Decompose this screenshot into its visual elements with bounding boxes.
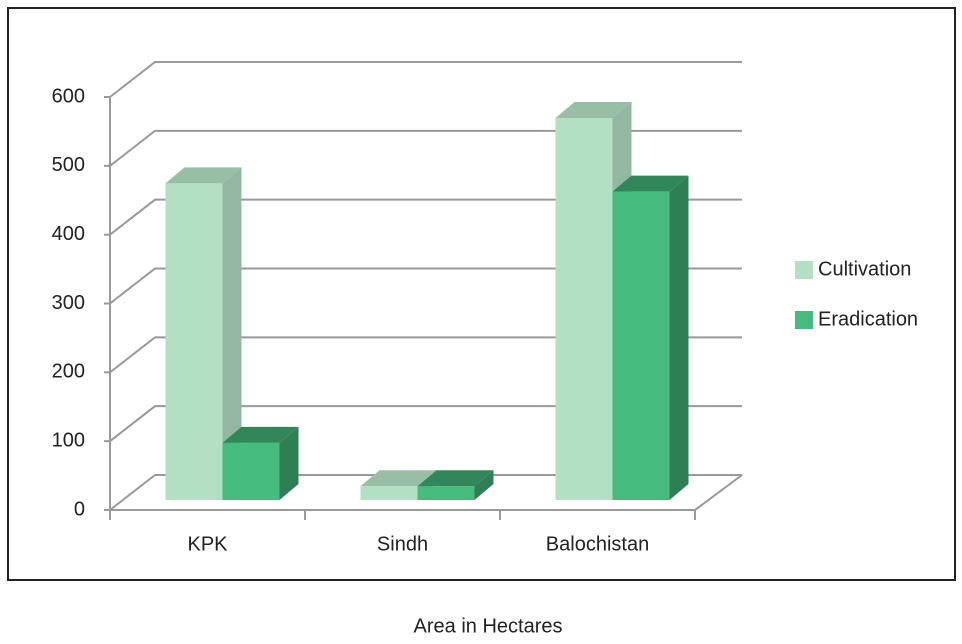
grid-line — [109, 474, 742, 511]
legend-swatch — [795, 311, 813, 329]
grid-line — [109, 336, 742, 374]
bar — [165, 167, 242, 500]
chart-frame — [7, 7, 956, 581]
bar-front — [360, 486, 418, 500]
bar-side — [669, 175, 689, 501]
bar-front — [165, 183, 223, 500]
bar-side — [279, 426, 299, 500]
bar-side — [474, 470, 494, 500]
x-tick-label: KPK — [187, 533, 228, 555]
y-tick-label: 200 — [52, 361, 85, 383]
grid-line — [109, 61, 742, 98]
bar — [417, 470, 494, 500]
bar-front — [222, 442, 280, 500]
y-tick-label: 100 — [52, 429, 85, 451]
bar-top — [417, 470, 494, 487]
x-tick-label: Balochistan — [546, 533, 649, 555]
grid-line — [109, 267, 742, 305]
x-tick-label: Sindh — [377, 533, 428, 555]
y-tick-label: 0 — [74, 498, 85, 520]
bar-top — [555, 101, 632, 118]
bar-top — [360, 470, 437, 487]
bar — [612, 175, 689, 501]
legend-label: Eradication — [818, 308, 918, 330]
bar-front — [417, 486, 475, 500]
bar-front — [612, 191, 670, 501]
grid-line — [109, 405, 742, 442]
bar-front — [555, 117, 613, 500]
legend-swatch — [795, 261, 813, 279]
grid-line — [109, 198, 742, 236]
bar-top — [222, 426, 299, 443]
y-tick-label: 500 — [52, 154, 85, 176]
chart-title: Area in Hectares — [414, 615, 563, 637]
y-tick-label: 600 — [52, 85, 85, 107]
legend-label: Cultivation — [818, 258, 911, 280]
y-tick-label: 400 — [52, 223, 85, 245]
bar — [222, 426, 299, 500]
bar-top — [165, 167, 242, 184]
y-tick-label: 300 — [52, 292, 85, 314]
bar-top — [612, 175, 689, 192]
bar-side — [222, 167, 242, 500]
grid-line — [109, 129, 742, 167]
